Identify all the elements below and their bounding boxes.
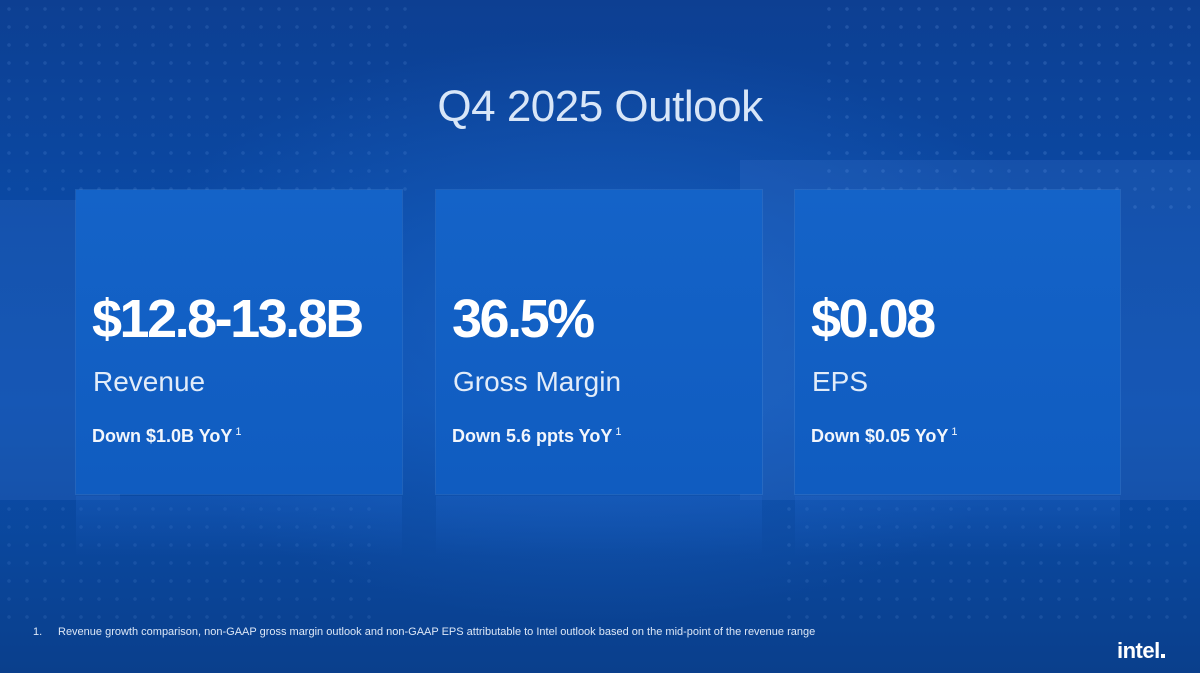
footnote-number: 1. [33, 626, 43, 638]
card-reflection [436, 496, 762, 556]
footnote: 1. Revenue growth comparison, non-GAAP gr… [33, 626, 815, 638]
card-reflection [795, 496, 1120, 556]
eps-card: $0.08 EPS Down $0.05 YoY 1 [795, 190, 1120, 494]
slide-title: Q4 2025 Outlook [437, 82, 763, 131]
logo-dot-icon [1160, 654, 1165, 658]
decorative-pattern [780, 500, 1200, 620]
eps-value: $0.08 [811, 289, 936, 349]
decorative-pattern [820, 0, 1200, 220]
card-reflection [76, 496, 402, 556]
decorative-pattern [0, 0, 420, 200]
gross-margin-value: 36.5% [452, 289, 595, 349]
footnote-text: Revenue growth comparison, non-GAAP gros… [58, 626, 816, 638]
revenue-label: Revenue [93, 366, 206, 397]
revenue-value: $12.8-13.8B [92, 289, 364, 349]
revenue-card: $12.8-13.8B Revenue Down $1.0B YoY 1 [76, 190, 402, 494]
decorative-pattern [0, 500, 380, 620]
footnote-ref: 1 [951, 426, 958, 438]
gross-margin-label: Gross Margin [453, 366, 622, 397]
gross-margin-card: 36.5% Gross Margin Down 5.6 ppts YoY 1 [436, 190, 762, 494]
intel-logo: intel [1117, 638, 1165, 664]
eps-yoy-note: Down $0.05 YoY 1 [811, 426, 958, 446]
footnote-ref: 1 [235, 426, 242, 438]
gross-margin-yoy-note: Down 5.6 ppts YoY 1 [452, 426, 622, 446]
footnote-ref: 1 [615, 426, 622, 438]
eps-label: EPS [812, 366, 869, 397]
revenue-yoy-note: Down $1.0B YoY 1 [92, 426, 242, 446]
